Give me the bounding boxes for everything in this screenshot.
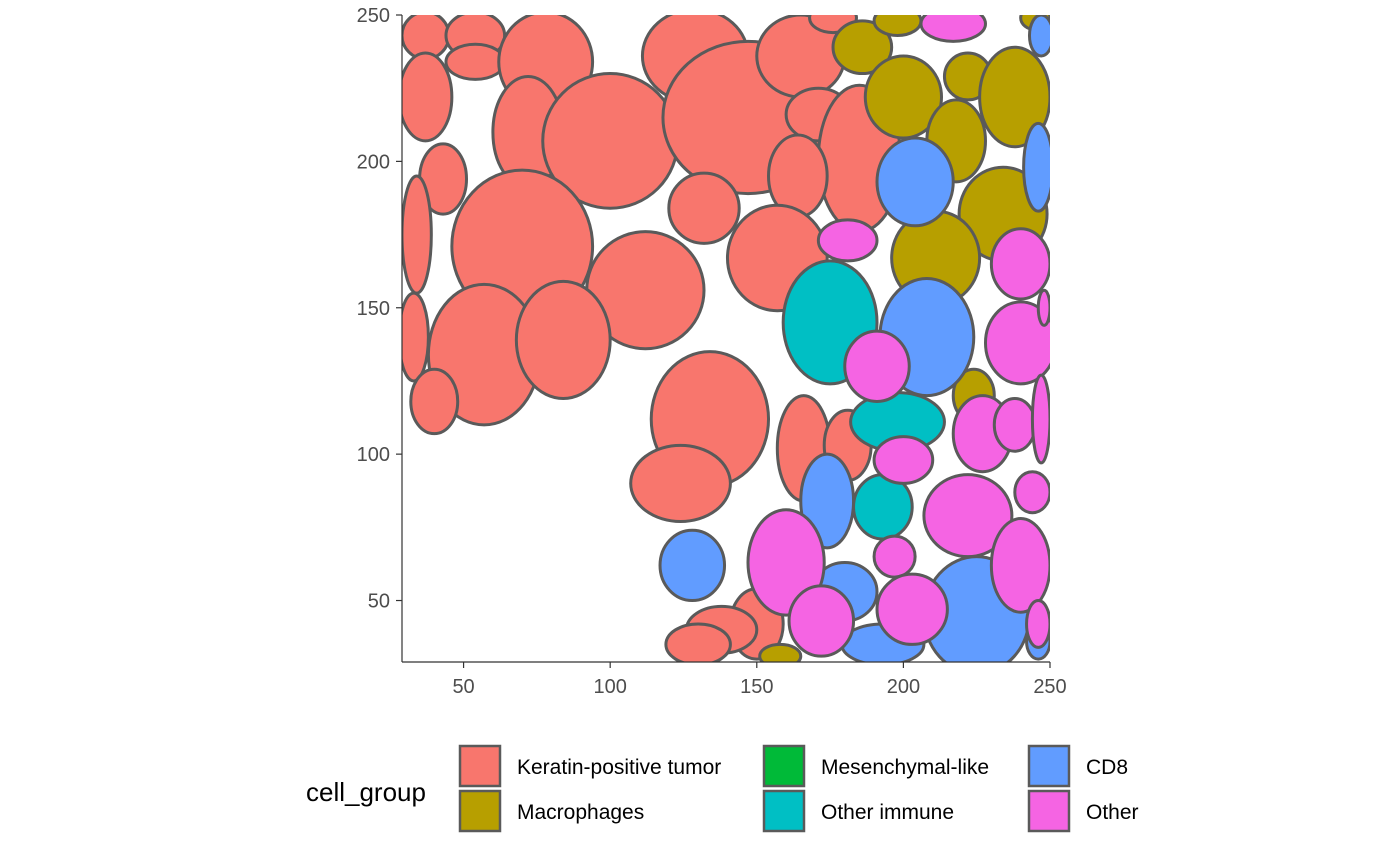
cells-layer [402, 15, 1050, 662]
legend-key-macro [458, 789, 502, 833]
cell-other [989, 227, 1050, 301]
legend-title: cell_group [306, 777, 426, 807]
cell-other [1036, 288, 1050, 327]
x-tick-label: 200 [887, 676, 920, 698]
y-tick-label: 250 [357, 5, 390, 27]
legend-items: Keratin-positive tumor Macrophages Mesench… [458, 744, 1139, 833]
axes: 50 100 150 200 250 50 100 150 200 250 [357, 5, 1067, 698]
legend-key-mesen [762, 744, 806, 788]
cell-cd8 [875, 136, 955, 228]
legend-item-cd8: CD8 [1027, 744, 1128, 788]
y-tick-label: 200 [357, 151, 390, 173]
legend: cell_group Keratin-positive tumor Macroph… [306, 744, 1139, 833]
cell-keratin [444, 42, 507, 81]
cell-keratin [629, 443, 732, 523]
legend-key-other [1027, 789, 1071, 833]
cell-macro [978, 45, 1050, 149]
cell-keratin [664, 622, 732, 662]
cell-other [922, 473, 1014, 559]
y-tick-label: 100 [357, 444, 390, 466]
cell-keratin [667, 171, 741, 245]
cell-other [984, 300, 1050, 386]
cell-keratin [514, 279, 612, 401]
legend-label-keratin: Keratin-positive tumor [517, 756, 721, 779]
x-tick-label: 150 [740, 676, 773, 698]
y-ticks: 50 100 150 200 250 [357, 5, 402, 613]
cell-other [875, 572, 949, 646]
cell-keratin [402, 174, 433, 295]
legend-label-cd8: CD8 [1086, 756, 1128, 779]
cell-other [1030, 373, 1050, 465]
cell-cd8 [1022, 121, 1050, 213]
x-tick-label: 50 [452, 676, 474, 698]
legend-item-macro: Macrophages [458, 789, 644, 833]
cell-macro [872, 15, 923, 37]
cell-cd8 [1027, 15, 1050, 58]
legend-item-immune: Other immune [762, 789, 954, 833]
x-tick-label: 250 [1033, 676, 1066, 698]
legend-item-keratin: Keratin-positive tumor [458, 744, 721, 788]
cell-macro [863, 54, 944, 140]
legend-label-other: Other [1086, 801, 1139, 824]
legend-key-immune [762, 789, 806, 833]
legend-key-keratin [458, 744, 502, 788]
cell-other [1013, 470, 1050, 515]
cell-other [919, 15, 987, 43]
cell-other [816, 218, 879, 263]
legend-label-macro: Macrophages [517, 801, 644, 824]
cell-macro [758, 642, 803, 662]
x-ticks: 50 100 150 200 250 [452, 662, 1067, 698]
legend-item-other: Other [1027, 789, 1139, 833]
cell-cd8 [658, 528, 727, 603]
cell-macro [831, 19, 894, 76]
legend-label-mesen: Mesenchymal-like [821, 756, 989, 779]
legend-key-cd8 [1027, 744, 1071, 788]
cell-other [992, 397, 1037, 453]
cell-other [843, 329, 911, 403]
x-tick-label: 100 [593, 676, 626, 698]
legend-item-mesen: Mesenchymal-like [762, 744, 989, 788]
cell-keratin [409, 367, 460, 436]
cell-other [989, 517, 1050, 614]
legend-label-immune: Other immune [821, 801, 954, 824]
y-tick-label: 150 [357, 298, 390, 320]
cell-other [1025, 599, 1050, 649]
y-tick-label: 50 [368, 591, 390, 613]
cell-other [787, 584, 856, 658]
cell-keratin [402, 291, 430, 383]
cell-other [872, 534, 917, 579]
cell-keratin [402, 51, 454, 143]
cell-other [872, 435, 935, 485]
